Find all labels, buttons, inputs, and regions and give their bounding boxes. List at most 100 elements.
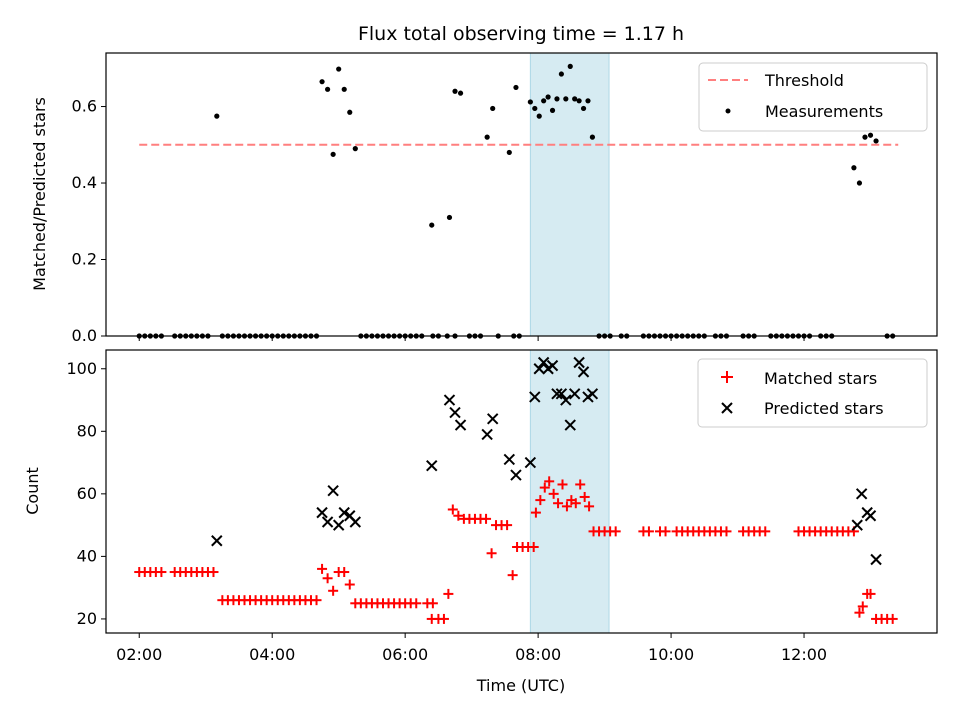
matched-star-point <box>865 588 876 599</box>
predicted-star-stroke <box>551 388 563 400</box>
measurement-point <box>513 84 519 91</box>
matched-star-point <box>443 588 454 599</box>
matched-star-point <box>453 510 464 521</box>
matched-star-point <box>561 501 572 512</box>
measurement-point <box>214 113 220 119</box>
matched-star-point <box>760 526 771 537</box>
predicted-star-stroke <box>855 488 868 500</box>
matched-star-point <box>854 607 865 618</box>
predicted-star-stroke <box>332 519 345 531</box>
predicted-star-point <box>327 485 339 497</box>
predicted-star-stroke <box>568 388 581 400</box>
bottom-panel-legend: Matched stars Predicted stars <box>697 358 928 428</box>
measurement-point <box>347 109 353 115</box>
measurement-point <box>558 71 564 77</box>
x-tick-label: 04:00 <box>249 645 295 664</box>
measurement-point <box>527 99 533 105</box>
matched-star-point <box>553 498 564 509</box>
measurement-point <box>563 96 569 102</box>
x-axis-label: Time (UTC) <box>476 676 565 695</box>
x-tick-label: 12:00 <box>781 645 827 664</box>
matched-star-point <box>502 520 513 531</box>
top-panel-legend-box <box>698 62 928 132</box>
measurement-point <box>585 98 591 104</box>
matched-star-point <box>584 501 595 512</box>
measurement-point <box>580 105 587 112</box>
predicted-star-stroke <box>564 419 576 431</box>
predicted-star-point <box>321 516 334 528</box>
predicted-star-stroke <box>510 469 522 481</box>
measurement-point <box>851 165 857 171</box>
predicted-star-point <box>449 406 461 419</box>
predicted-star-stroke <box>533 363 545 375</box>
matched-star-point <box>535 495 546 506</box>
predicted-star-point <box>510 469 522 481</box>
legend-measurements-label: Measurements <box>765 102 883 121</box>
measurement-point <box>549 107 556 113</box>
predicted-star-point <box>481 428 493 441</box>
measurement-point <box>589 134 596 140</box>
bottom-panel-shaded-interval <box>529 349 610 634</box>
y-tick-label: 80 <box>77 421 97 440</box>
predicted-star-point <box>555 388 568 400</box>
predicted-star-stroke <box>546 359 559 372</box>
predicted-star-stroke <box>864 510 877 522</box>
top-panel-y-label: Matched/Predicted stars <box>30 97 49 291</box>
matched-star-point <box>427 598 438 609</box>
legend-predicted-swatch <box>721 402 733 414</box>
predicted-star-point <box>524 456 537 469</box>
matched-star-point <box>610 526 621 537</box>
predicted-star-point <box>529 391 541 403</box>
predicted-star-point <box>537 356 550 369</box>
top-panel-legend: Threshold Measurements <box>698 62 928 132</box>
y-tick-label: 0.0 <box>72 326 97 345</box>
predicted-star-stroke <box>577 366 590 378</box>
matched-star-point <box>570 498 581 509</box>
predicted-star-stroke <box>555 388 568 400</box>
predicted-star-point <box>864 510 877 522</box>
top-panel-frame <box>105 52 938 337</box>
matched-star-point <box>887 613 898 624</box>
matched-star-point <box>438 613 449 624</box>
measurement-point <box>319 79 325 85</box>
legend-matched-swatch <box>721 371 733 383</box>
top-panel-y-axis: 0.0 0.2 0.4 0.6 <box>72 97 106 345</box>
bottom-panel-legend-box <box>697 358 928 428</box>
measurement-point <box>536 113 542 119</box>
matched-star-point <box>857 601 868 612</box>
predicted-star-stroke <box>316 506 328 519</box>
predicted-star-point <box>338 506 350 519</box>
measurement-point <box>532 105 538 112</box>
matched-star-point <box>208 567 219 578</box>
matched-star-point <box>721 526 732 537</box>
predicted-star-point <box>851 519 863 531</box>
matched-star-point <box>344 579 355 590</box>
matched-star-point <box>411 598 422 609</box>
measurement-point <box>567 63 573 69</box>
predicted-star-stroke <box>426 459 438 472</box>
matched-star-point <box>660 526 671 537</box>
matched-star-point <box>579 491 590 502</box>
matched-star-point <box>548 488 559 499</box>
predicted-star-stroke <box>851 519 863 531</box>
predicted-star-stroke <box>486 413 499 425</box>
predicted-star-stroke <box>321 516 334 528</box>
matched-star-point <box>544 476 555 487</box>
predicted-star-stroke <box>349 516 362 528</box>
matched-star-point <box>507 570 518 581</box>
matched-star-point <box>328 585 339 596</box>
y-tick-label: 0.2 <box>72 250 97 269</box>
predicted-star-point <box>568 388 581 400</box>
measurement-point <box>336 66 342 72</box>
y-tick-label: 20 <box>77 609 97 628</box>
predicted-star-stroke <box>529 391 541 403</box>
bottom-panel-x-axis: 02:00 04:00 06:00 08:00 10:00 12:00 <box>116 633 827 664</box>
measurement-point <box>862 134 868 140</box>
predicted-star-stroke <box>449 406 461 419</box>
chart-title: Flux total observing time = 1.17 h <box>358 23 684 45</box>
bottom-panel-marks <box>134 356 898 624</box>
measurement-point <box>506 149 512 156</box>
predicted-star-point <box>577 366 590 378</box>
measurement-point <box>576 98 582 104</box>
